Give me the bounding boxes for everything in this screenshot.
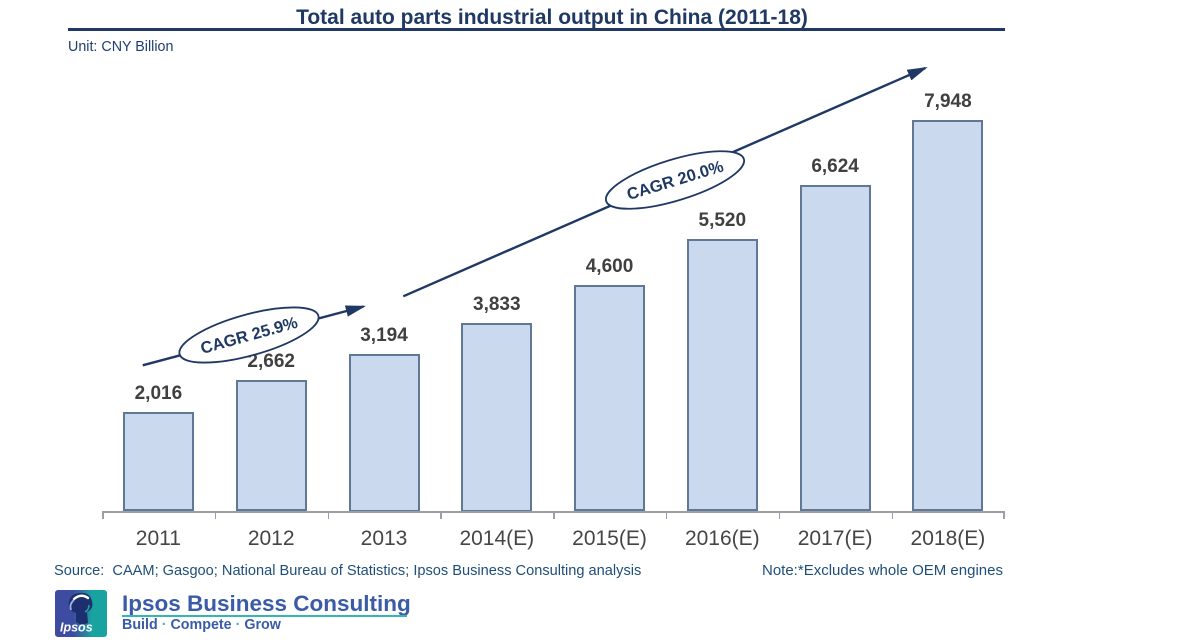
- svg-text:Ipsos: Ipsos: [60, 621, 93, 635]
